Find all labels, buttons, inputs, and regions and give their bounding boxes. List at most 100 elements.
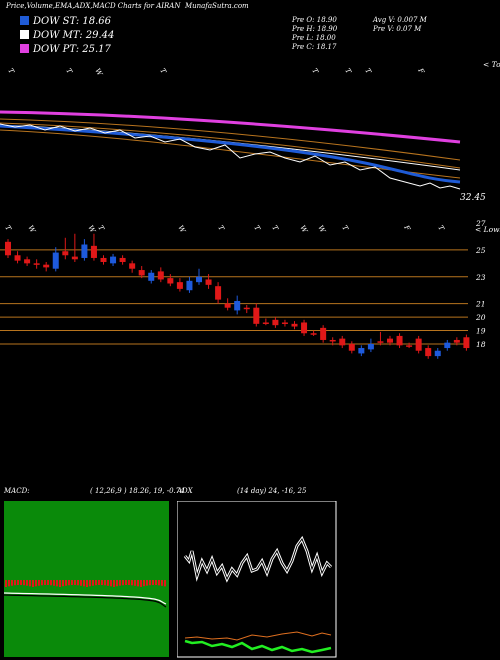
lows-label: < Lows (475, 225, 500, 234)
candle-body (224, 303, 231, 308)
macd-header: MACD: ( 12,26,9 ) 18.26, 19, -0.74 (4, 487, 185, 495)
candle-body (243, 307, 250, 310)
macd-histogram-bar (14, 580, 16, 586)
price-level-label: 20 (475, 313, 486, 322)
macd-histogram-bar (137, 580, 139, 587)
macd-histogram (5, 580, 166, 587)
candle-body (444, 342, 451, 349)
price-date-label: T (96, 224, 106, 233)
candle-body (463, 337, 470, 349)
macd-histogram-bar (140, 580, 142, 587)
price-date-label: T (252, 224, 262, 233)
candle-body (291, 323, 298, 327)
ema-mt-line (0, 124, 461, 171)
macd-histogram-bar (149, 580, 151, 586)
top-date-label: T (64, 67, 74, 76)
prev-volume: Pre V: 0.07 M (373, 25, 422, 33)
candle-body (253, 307, 260, 324)
macd-histogram-bar (134, 580, 136, 586)
candle-body (262, 322, 269, 324)
price-date-label: T (270, 224, 280, 233)
price-date-label: T (340, 224, 350, 233)
price-date-label: W (26, 224, 37, 235)
legend-pt-label: DOW PT: 25.17 (33, 44, 111, 55)
top-value-label: 32.45 (460, 193, 486, 203)
macd-histogram-bar (77, 580, 79, 586)
candle-body (387, 338, 393, 343)
candle-body (100, 257, 107, 262)
macd-histogram-bar (80, 580, 82, 586)
adx-di-plus-inner (184, 537, 332, 581)
macd-histogram-bar (83, 580, 85, 587)
macd-histogram-bar (164, 580, 166, 587)
candle-body (339, 338, 346, 346)
price-date-label: W (298, 224, 309, 235)
macd-histogram-bar (59, 580, 61, 587)
candle-body (320, 327, 327, 340)
legend-st-swatch (20, 16, 29, 25)
macd-histogram-bar (32, 580, 34, 587)
ema-mid-line (0, 129, 461, 179)
price-line-top (0, 123, 461, 190)
chart-header: Price,Volume,EMA,ADX,MACD Charts for AIR… (6, 2, 249, 10)
adx-header: ADX (14 day) 24, -16, 25 (177, 487, 306, 495)
price-date-label: W (86, 224, 97, 235)
top-date-label: T (158, 67, 168, 76)
macd-histogram-bar (62, 580, 64, 587)
macd-histogram-bar (101, 580, 103, 586)
candle-body (205, 279, 212, 285)
price-date-label: T (216, 224, 226, 233)
site-name: MunafaSutra.com (184, 2, 249, 10)
macd-histogram-bar (131, 580, 133, 586)
adx-di-minus-line (184, 631, 332, 641)
price-date-label: T (436, 224, 446, 233)
legend-mt: DOW MT: 29.44 (20, 30, 114, 41)
ema-long-line-1 (0, 118, 461, 161)
top-date-label: W (93, 67, 104, 78)
candle-body (406, 345, 413, 347)
candle-body (272, 319, 279, 326)
macd-histogram-bar (29, 580, 31, 587)
candle-body (167, 278, 174, 284)
price-level-label: 19 (476, 327, 486, 336)
price-date-label: F (402, 223, 412, 233)
macd-histogram-bar (26, 580, 28, 586)
candle-body (367, 344, 374, 350)
candle-body (176, 282, 183, 289)
macd-histogram-bar (47, 580, 49, 586)
macd-histogram-bar (110, 580, 112, 587)
macd-histogram-bar (38, 580, 40, 586)
price-level-label: 23 (475, 273, 486, 282)
legend-mt-label: DOW MT: 29.44 (33, 30, 115, 41)
candle-body (24, 259, 31, 264)
candle-body (434, 350, 441, 357)
candle-body (81, 244, 88, 258)
candle-body (157, 271, 164, 280)
candle-body (71, 256, 78, 260)
macd-histogram-bar (17, 580, 19, 586)
chart-title: Price,Volume,EMA,ADX,MACD Charts for AIR… (6, 2, 181, 10)
candle-body (52, 252, 59, 269)
macd-histogram-bar (74, 580, 76, 586)
candle-body (310, 333, 317, 335)
top-date-label: F (416, 66, 426, 76)
price-level-label: 25 (475, 246, 486, 255)
price-date-label: W (316, 224, 327, 235)
price-date-label: W (176, 224, 187, 235)
price-date-label: T (3, 224, 13, 233)
candle-body (453, 339, 460, 343)
macd-histogram-bar (71, 580, 73, 586)
macd-histogram-bar (8, 580, 10, 587)
candle-body (119, 257, 126, 262)
macd-background (4, 501, 169, 657)
macd-histogram-bar (20, 580, 22, 586)
macd-histogram-bar (44, 580, 46, 586)
macd-histogram-bar (161, 580, 163, 586)
candle-body (62, 251, 69, 256)
avg-volume: Avg V: 0.007 M (373, 16, 427, 24)
ema-pt-line (0, 110, 461, 144)
candle-body (186, 280, 193, 291)
candle-body (110, 256, 117, 264)
candle-body (234, 300, 241, 311)
